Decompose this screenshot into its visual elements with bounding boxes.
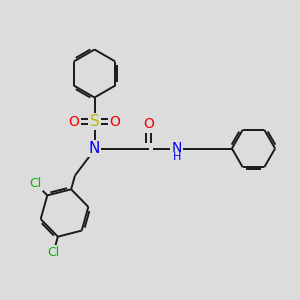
Text: N: N	[89, 141, 100, 156]
Text: O: O	[69, 115, 80, 128]
Text: Cl: Cl	[30, 177, 42, 190]
Text: H: H	[173, 152, 181, 162]
Text: N: N	[172, 142, 182, 155]
Text: O: O	[143, 118, 154, 131]
Text: S: S	[90, 114, 99, 129]
Text: Cl: Cl	[47, 246, 59, 259]
Text: O: O	[110, 115, 120, 128]
